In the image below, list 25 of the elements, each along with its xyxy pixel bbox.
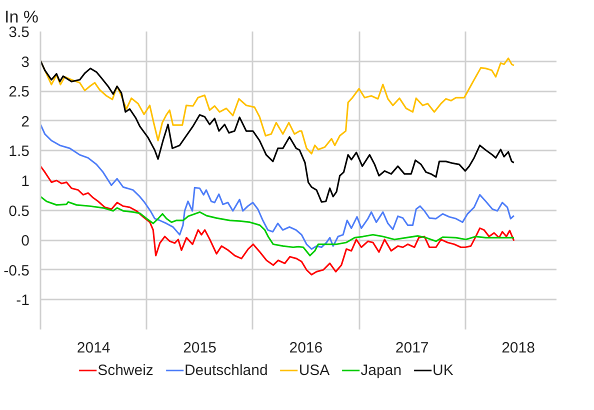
y-tick-label: 0.5 (8, 202, 30, 220)
legend-label: UK (432, 362, 454, 378)
x-tick-label: 2016 (289, 340, 323, 356)
y-tick-label: 1.5 (8, 143, 30, 160)
line-series (40, 165, 515, 276)
legend-label: USA (298, 362, 330, 378)
legend-label: Deutschland (184, 362, 268, 378)
x-tick-label: 2017 (395, 340, 429, 356)
x-tick-label: 2014 (76, 340, 110, 356)
y-tick-label: -0.5 (4, 262, 30, 280)
line-series (40, 196, 515, 256)
y-tick-label: 2.5 (8, 84, 30, 101)
y-tick-label: 2 (21, 113, 30, 130)
y-tick-label: 3.5 (8, 24, 30, 41)
legend-label: Schweiz (98, 362, 154, 378)
y-axis-title: In % (4, 8, 39, 26)
x-tick-label: 2018 (502, 340, 535, 356)
y-tick-label: 3 (21, 54, 30, 71)
y-tick-label: 0 (21, 232, 30, 250)
x-tick-label: 2015 (183, 340, 216, 356)
y-tick-label: -1 (16, 292, 30, 310)
legend-label: Japan (360, 362, 402, 378)
line-series (40, 60, 515, 203)
y-tick-label: 1 (21, 173, 30, 190)
line-series (40, 124, 515, 250)
